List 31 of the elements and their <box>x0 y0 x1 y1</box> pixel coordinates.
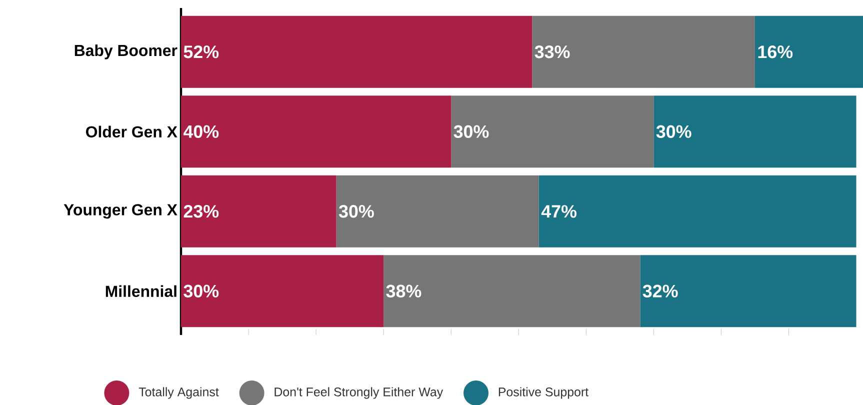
bar <box>181 96 452 168</box>
legend-label: Don't Feel Strongly Either Way <box>274 387 444 399</box>
data-label: 30% <box>656 125 692 138</box>
bar <box>451 96 654 168</box>
bar <box>336 175 539 248</box>
y-tick-label: Baby Boomer <box>74 44 178 60</box>
data-label: 30% <box>454 125 489 138</box>
y-tick-label: Millennial <box>106 285 176 297</box>
data-label: 32% <box>642 284 678 298</box>
data-label: 52% <box>184 46 219 58</box>
bar <box>754 16 863 88</box>
bar <box>538 175 856 248</box>
data-label: 33% <box>534 45 570 58</box>
legend-label: Positive Support <box>498 387 588 399</box>
legend-label: Totally Against <box>138 387 219 399</box>
bar <box>181 16 532 88</box>
y-tick-label: Younger Gen X <box>64 204 178 219</box>
data-label: 38% <box>386 284 422 298</box>
bar <box>654 96 856 168</box>
data-label: 16% <box>758 46 793 58</box>
bar <box>532 16 755 88</box>
data-label: 30% <box>184 284 219 298</box>
y-tick-label: Older Gen X <box>86 126 178 138</box>
bar <box>384 255 640 328</box>
data-label: 23% <box>184 205 219 218</box>
data-label: 47% <box>541 205 576 218</box>
bar <box>640 255 856 328</box>
data-label: 30% <box>338 205 374 218</box>
data-label: 40% <box>183 125 219 138</box>
bar <box>181 175 336 248</box>
bar <box>181 255 384 328</box>
